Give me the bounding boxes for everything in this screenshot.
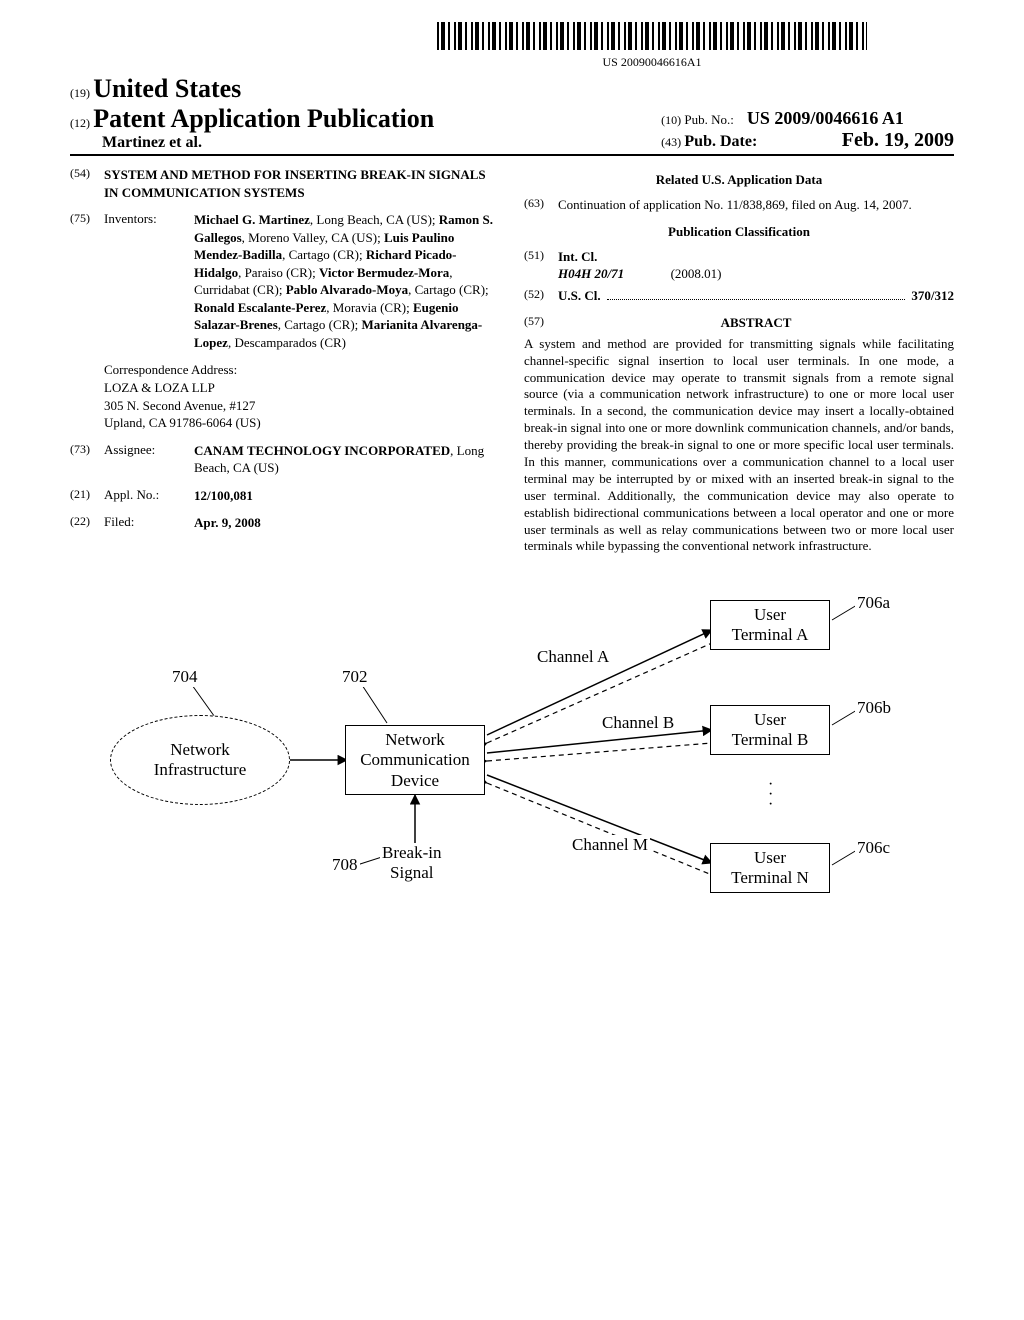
code-19: (19): [70, 86, 90, 100]
code-52: (52): [524, 287, 558, 305]
header: (19) United States (12) Patent Applicati…: [70, 74, 954, 156]
intcl-year: (2008.01): [671, 266, 722, 281]
ref-706b: 706b: [855, 698, 893, 718]
intcl-row: (51) Int. Cl. H04H 20/71 (2008.01): [524, 248, 954, 283]
barcode-area: US 20090046616A1: [350, 22, 954, 70]
continuation: Continuation of application No. 11/838,8…: [558, 196, 954, 214]
code-73: (73): [70, 442, 104, 477]
code-10: (10): [661, 113, 681, 127]
code-63: (63): [524, 196, 558, 214]
continuation-row: (63) Continuation of application No. 11/…: [524, 196, 954, 214]
abstract: A system and method are provided for tra…: [524, 336, 954, 556]
terminal-vdots: ···: [768, 780, 773, 809]
uscl-body: U.S. Cl. 370/312: [558, 287, 954, 305]
code-57: (57): [524, 314, 558, 332]
applno: 12/100,081: [194, 488, 253, 503]
code-43: (43): [661, 135, 681, 149]
assignee-row: (73) Assignee: CANAM TECHNOLOGY INCORPOR…: [70, 442, 500, 477]
code-22: (22): [70, 514, 104, 532]
code-51: (51): [524, 248, 558, 283]
intcl-body: Int. Cl. H04H 20/71 (2008.01): [558, 248, 954, 283]
body-columns: (54) SYSTEM AND METHOD FOR INSERTING BRE…: [70, 166, 954, 555]
ref-702: 702: [340, 667, 370, 687]
code-12: (12): [70, 116, 90, 130]
inventors-row: (75) Inventors: Michael G. Martinez, Lon…: [70, 211, 500, 351]
pub-type: Patent Application Publication: [93, 104, 434, 133]
network-infrastructure: Network Infrastructure: [110, 715, 290, 805]
intcl-class: H04H 20/71: [558, 266, 624, 281]
country: United States: [93, 74, 241, 103]
pub-no-label: Pub. No.:: [684, 112, 733, 127]
filed-label: Filed:: [104, 514, 194, 532]
right-col: Related U.S. Application Data (63) Conti…: [524, 166, 954, 555]
invention-title: SYSTEM AND METHOD FOR INSERTING BREAK-IN…: [104, 166, 500, 201]
code-21: (21): [70, 487, 104, 505]
user-terminal-a: User Terminal A: [710, 600, 830, 650]
user-terminal-n: User Terminal N: [710, 843, 830, 893]
channel-m: Channel M: [570, 835, 650, 855]
correspondence-1: LOZA & LOZA LLP: [104, 379, 500, 397]
applno-row: (21) Appl. No.: 12/100,081: [70, 487, 500, 505]
diagram: Network Infrastructure Network Communica…: [70, 585, 954, 925]
correspondence-2: 305 N. Second Avenue, #127: [104, 397, 500, 415]
ref-708: 708: [330, 855, 360, 875]
applno-label: Appl. No.:: [104, 487, 194, 505]
channel-b: Channel B: [600, 713, 676, 733]
inventors-label: Inventors:: [104, 211, 194, 351]
header-right: (10) Pub. No.: US 2009/0046616 A1 (43) P…: [661, 108, 954, 152]
ref-704: 704: [170, 667, 200, 687]
related-heading: Related U.S. Application Data: [524, 172, 954, 188]
correspondence-3: Upland, CA 91786-6064 (US): [104, 414, 500, 432]
intcl-label: Int. Cl.: [558, 249, 597, 264]
inventors-list: Michael G. Martinez, Long Beach, CA (US)…: [194, 211, 500, 351]
barcode-text: US 20090046616A1: [350, 55, 954, 70]
classification-heading: Publication Classification: [524, 224, 954, 240]
author-line: Martinez et al.: [102, 134, 202, 151]
title-row: (54) SYSTEM AND METHOD FOR INSERTING BRE…: [70, 166, 500, 201]
abstract-head-row: (57) ABSTRACT: [524, 314, 954, 332]
channel-a: Channel A: [535, 647, 611, 667]
left-col: (54) SYSTEM AND METHOD FOR INSERTING BRE…: [70, 166, 500, 555]
correspondence-label: Correspondence Address:: [104, 361, 500, 379]
pub-date-label: Pub. Date:: [684, 133, 757, 150]
ref-706c: 706c: [855, 838, 892, 858]
network-comm-device: Network Communication Device: [345, 725, 485, 795]
correspondence: Correspondence Address: LOZA & LOZA LLP …: [104, 361, 500, 431]
uscl-dots: [607, 299, 906, 300]
filed: Apr. 9, 2008: [194, 515, 261, 530]
uscl-row: (52) U.S. Cl. 370/312: [524, 287, 954, 305]
abstract-heading: ABSTRACT: [721, 315, 792, 330]
assignee-label: Assignee:: [104, 442, 194, 477]
uscl-value: 370/312: [911, 287, 954, 305]
barcode: [437, 22, 867, 50]
user-terminal-b: User Terminal B: [710, 705, 830, 755]
uscl-label: U.S. Cl.: [558, 287, 601, 305]
code-54: (54): [70, 166, 104, 201]
code-75: (75): [70, 211, 104, 351]
breakin-label: Break-in Signal: [380, 843, 443, 883]
header-left: (19) United States (12) Patent Applicati…: [70, 74, 434, 152]
pub-date: Feb. 19, 2009: [842, 129, 954, 151]
pub-no: US 2009/0046616 A1: [747, 108, 904, 128]
assignee: CANAM TECHNOLOGY INCORPORATED, Long Beac…: [194, 442, 500, 477]
filed-row: (22) Filed: Apr. 9, 2008: [70, 514, 500, 532]
ref-706a: 706a: [855, 593, 892, 613]
